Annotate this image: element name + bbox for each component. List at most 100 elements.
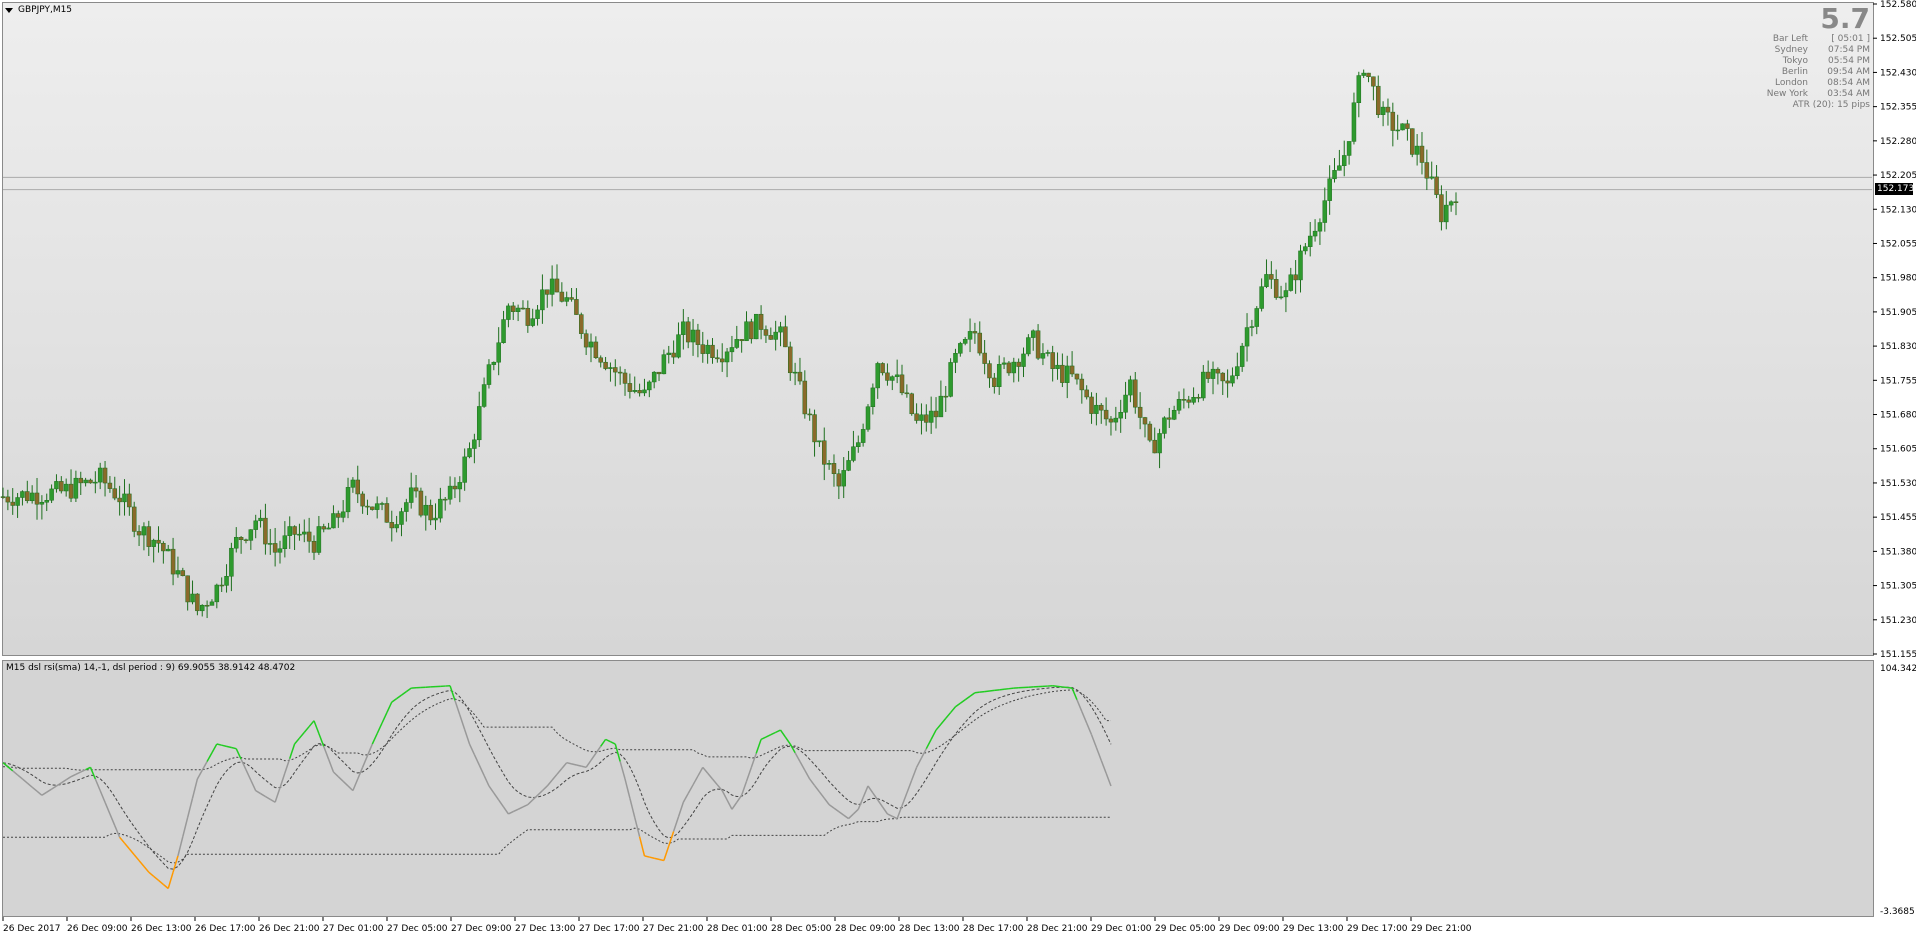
candle-body [1108,418,1114,423]
rsi-line-segment [284,758,291,774]
candle-body [481,384,487,407]
candle-body [360,493,365,507]
candle-body [1201,371,1206,399]
candle-body [574,299,579,315]
rsi-line-segment [123,842,130,850]
candle-body [234,537,239,549]
indicator-axis-top-label: 104.3421 [1880,664,1916,674]
candle-body [1414,145,1420,155]
rsi-line-segment [614,743,621,762]
candle-body [331,513,336,529]
price-axis-label: 151.605 [1880,445,1916,455]
rsi-line-segment [17,774,23,780]
candle-body [525,307,531,326]
price-axis-label: 152.130 [1880,205,1916,215]
candle-body [272,543,278,553]
candle-body [749,321,754,340]
rsi-line-segment [848,813,854,820]
candle-body [559,291,565,302]
candle-body [1035,330,1041,359]
candle-body [569,297,574,300]
candle-body [836,473,842,487]
rsi-line-segment [600,738,607,747]
candle-body [209,601,215,606]
candle-body [1045,352,1051,354]
candle-body [622,372,628,384]
candle-body [1254,308,1260,327]
candle-body [972,331,978,334]
rsi-line-segment [240,758,247,770]
rsi-line-segment [1105,772,1112,787]
rsi-line-segment [896,805,903,819]
current-price-badge: 152.173 [1875,183,1915,195]
candle-body [1176,399,1182,411]
candle-body [365,505,370,508]
candle-body [462,456,467,483]
rsi-line-segment [726,799,733,810]
rsi-line-segment [789,743,796,754]
candle-body [1016,361,1021,367]
rsi-line-segment [716,784,723,792]
rsi-line-segment [386,701,393,713]
candle-body [1137,406,1143,418]
candle-body [787,346,793,374]
candle-body [394,524,399,529]
rsi-line-segment [571,763,577,766]
rsi-line-segment [260,792,266,798]
rsi-line-segment [12,770,19,776]
candle-body [797,371,803,382]
candle-body [1084,389,1089,398]
candle-body [1434,176,1439,195]
candle-body [943,395,948,398]
rsi-line-segment [541,785,548,792]
candle-body [593,341,599,359]
rsi-line-segment [546,779,553,787]
rsi-line-segment [191,778,199,799]
candle-body [141,526,147,536]
candle-body [549,278,555,295]
candle-body [807,413,812,416]
candle-body [914,413,919,421]
candle-body [962,339,968,344]
candle-body [822,440,827,465]
candle-body [685,321,691,343]
indicator-pane[interactable] [2,660,1874,917]
rsi-line-segment [838,810,845,816]
rsi-line-segment [308,720,315,728]
rsi-line-segment [867,785,874,794]
time-axis-label: 29 Dec 21:00 [1411,924,1472,934]
candle-body [511,305,516,312]
candle-body [938,395,944,418]
rsi-line-segment [206,752,213,762]
candle-body [1419,145,1425,163]
candle-body [25,491,30,502]
rsi-line-segment [303,726,310,733]
candle-body [967,331,973,340]
candle-body [758,313,764,330]
candle-body [467,448,472,458]
time-axis-label: 27 Dec 05:00 [387,924,448,934]
time-axis-label: 26 Dec 09:00 [67,924,128,934]
candle-body [1128,379,1133,396]
symbol-title: GBPJPY,M15 [18,5,73,15]
rsi-line-segment [649,856,655,859]
candle-body [102,467,108,484]
time-axis-label: 29 Dec 13:00 [1283,924,1344,934]
rsi-line-segment [740,781,748,796]
rsi-line-segment [595,745,602,754]
candle-body [131,506,137,532]
candle-body [175,570,181,575]
rsi-line-segment [226,745,232,749]
candle-body [1390,111,1396,131]
price-axis-label: 152.355 [1880,103,1916,113]
candle-body [778,326,783,333]
chart-menu-arrow-icon[interactable] [5,8,13,13]
rsi-line-segment [313,720,320,734]
candle-body [136,531,142,536]
rsi-line-segment [872,792,879,801]
rsi-line-segment [654,857,660,861]
candle-body [958,343,963,354]
candle-body [1356,75,1362,104]
price-axis-label: 151.530 [1880,479,1916,489]
